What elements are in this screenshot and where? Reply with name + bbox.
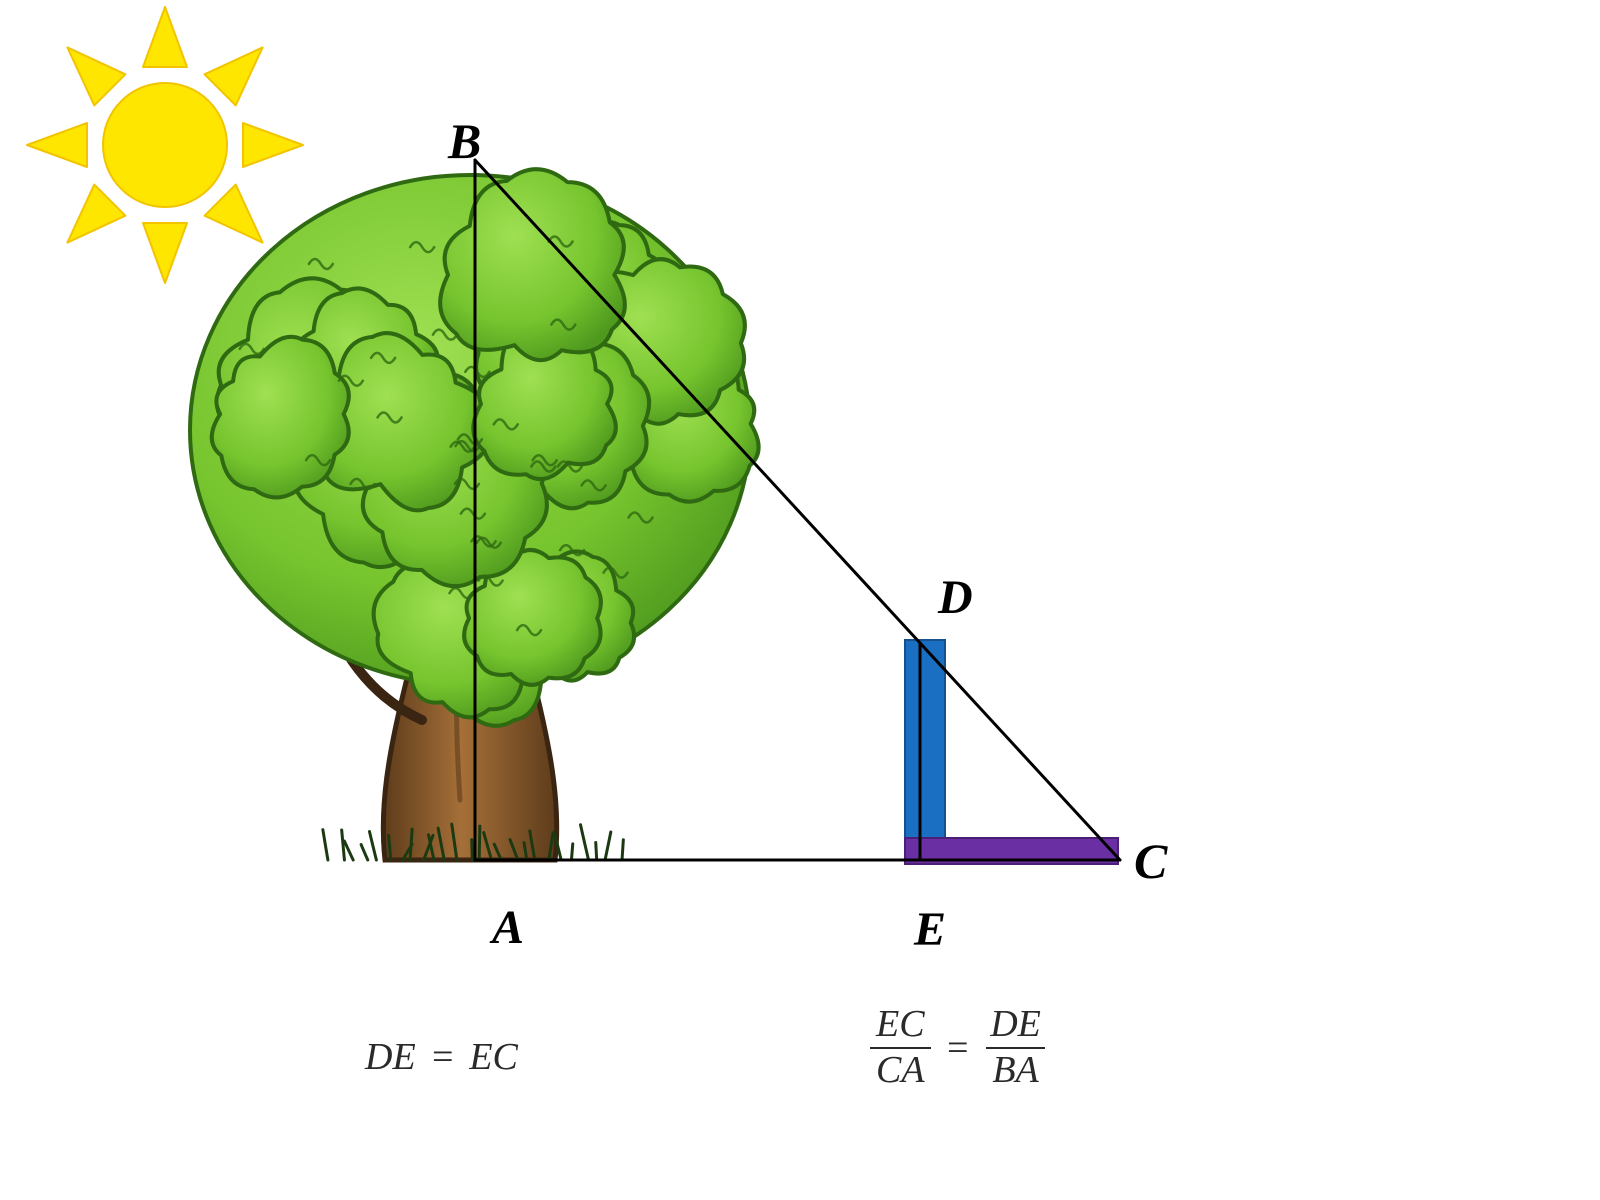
vertex-label-e: E [914,902,946,957]
eq2-lhs-den: CA [870,1047,931,1091]
eq2-rhs-den: BA [986,1047,1044,1091]
eq2-lhs-fraction: EC CA [870,1005,931,1091]
eq1-lhs: DE [365,1035,416,1079]
equation-ratio: EC CA = DE BA [870,1005,1047,1091]
eq2-op: = [937,1026,979,1070]
post-rect [905,640,945,864]
eq2-rhs-num: DE [984,1005,1047,1047]
eq2-rhs-fraction: DE BA [984,1005,1047,1091]
eq1-rhs: EC [469,1035,518,1079]
diagram-svg [0,0,1600,1200]
vertex-label-a: A [492,900,524,955]
vertex-label-c: C [1134,832,1167,890]
sun-icon [27,7,303,283]
eq1-op: = [422,1035,464,1079]
equation-de-eq-ec: DE = EC [365,1035,518,1079]
vertex-label-b: B [448,112,481,170]
vertex-label-d: D [938,570,973,625]
eq2-lhs-num: EC [870,1005,931,1047]
diagram-stage: A B C D E DE = EC EC CA = DE BA [0,0,1600,1200]
